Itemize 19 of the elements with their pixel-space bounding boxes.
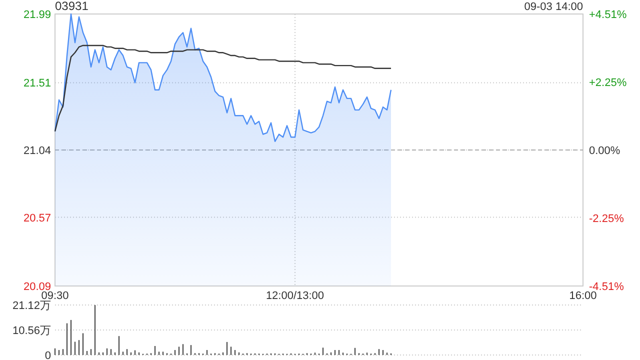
line-series	[54, 44, 392, 132]
x-tick-label: 09:30	[41, 290, 69, 302]
y-tick-label: 0	[44, 350, 51, 360]
y-tick-label: 21.51	[23, 78, 51, 90]
x-tick-label: 16:00	[569, 290, 597, 302]
x-tick-label: 12:00/13:00	[266, 290, 324, 302]
y-tick-label: 20.57	[23, 212, 51, 224]
y2-tick-label: 0.00%	[589, 145, 620, 157]
y-tick-label: 21.04	[23, 145, 51, 157]
y-tick-label: 21.12万	[12, 300, 51, 312]
y-tick-label: 10.56万	[12, 325, 51, 337]
y-tick-label: 21.99	[23, 9, 51, 21]
y-tick-label: 20.09	[23, 281, 51, 293]
y2-tick-label: -4.51%	[589, 281, 624, 293]
chart-title: 03931	[55, 0, 89, 13]
y2-tick-label: -2.25%	[589, 212, 624, 225]
y2-tick-label: +2.25%	[589, 77, 627, 90]
text: 09-03 14:00	[524, 1, 583, 13]
y2-tick-label: +4.51%	[589, 9, 627, 21]
